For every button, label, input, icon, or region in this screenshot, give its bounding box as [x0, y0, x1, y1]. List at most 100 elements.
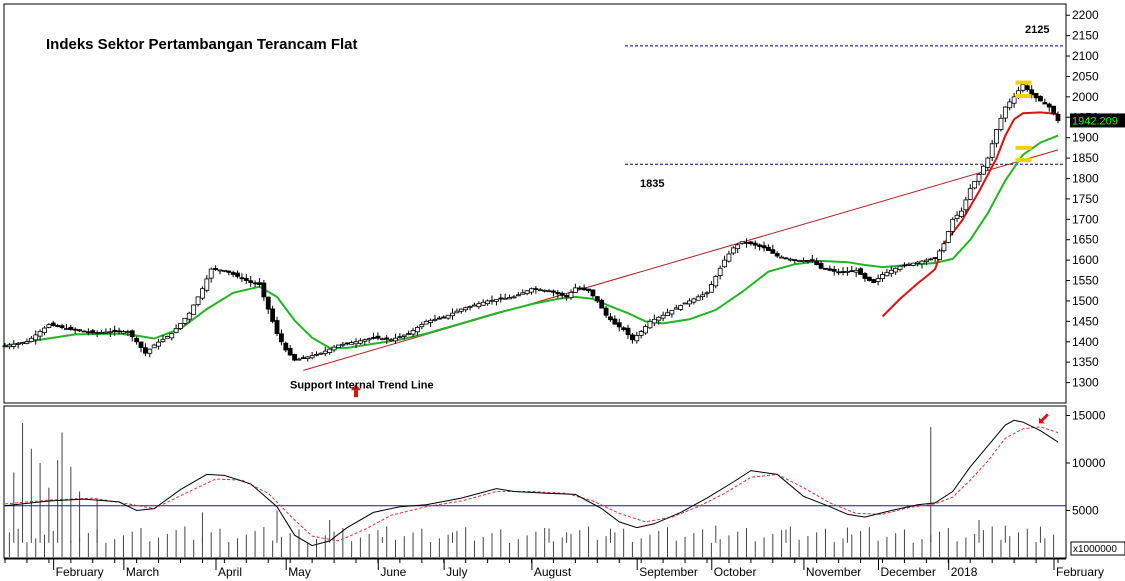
last-price-tag: [1070, 113, 1125, 128]
candle: [730, 247, 736, 254]
candle: [1024, 85, 1030, 91]
annotation-label: Support Internal Trend Line: [290, 380, 434, 392]
candle: [239, 277, 245, 280]
candle: [1020, 84, 1026, 91]
candle: [814, 260, 820, 266]
y-tick-label: 2150: [1072, 29, 1099, 43]
candle: [217, 269, 223, 272]
candle: [919, 260, 925, 265]
candle: [691, 298, 697, 303]
candle: [537, 289, 543, 292]
candle: [717, 267, 723, 277]
candle: [99, 331, 104, 334]
candle: [551, 290, 556, 293]
candle: [33, 334, 39, 341]
candle: [204, 278, 210, 291]
y-tick-label: 2100: [1072, 49, 1099, 63]
x-month-label: 2018: [951, 565, 978, 579]
y-tick-label: 2050: [1072, 69, 1099, 83]
candle: [638, 331, 644, 336]
candle: [621, 327, 627, 330]
candle: [744, 241, 749, 244]
candle: [243, 278, 249, 281]
candle: [976, 174, 982, 182]
candle: [235, 272, 240, 277]
candle: [827, 268, 833, 271]
candle: [432, 318, 438, 321]
y-tick-label: 1600: [1072, 253, 1099, 267]
candle: [853, 269, 859, 273]
candle: [107, 331, 113, 334]
candle: [257, 282, 262, 286]
candle: [1011, 96, 1017, 104]
candle: [761, 245, 767, 249]
y-tick-label: 2200: [1072, 8, 1099, 22]
x-month-label: June: [380, 565, 406, 579]
x-month-label: November: [806, 565, 861, 579]
candle: [884, 271, 890, 277]
candle: [20, 342, 25, 344]
candle: [967, 188, 973, 200]
candle: [419, 324, 425, 328]
candle: [28, 337, 34, 342]
candle: [708, 284, 714, 293]
candle: [191, 304, 197, 315]
candle: [871, 279, 877, 283]
candle: [1051, 105, 1057, 115]
candle: [11, 343, 17, 347]
candle: [647, 320, 653, 329]
candle: [950, 218, 956, 232]
candle: [906, 263, 912, 266]
unit-label-box: [1070, 541, 1125, 556]
signal-line: [4, 426, 1059, 542]
y-tick-label: 1650: [1072, 233, 1099, 247]
candle: [314, 353, 319, 356]
candle: [1033, 92, 1039, 99]
candle: [572, 287, 578, 293]
candle: [178, 322, 183, 329]
candle: [379, 338, 385, 341]
candle: [787, 258, 793, 261]
candle: [893, 267, 899, 273]
candle: [981, 165, 986, 175]
candle: [739, 241, 745, 244]
candle: [384, 337, 390, 340]
candle: [467, 305, 473, 308]
candle: [1038, 95, 1043, 102]
candle: [594, 296, 600, 302]
candle: [393, 337, 398, 342]
candle: [441, 316, 447, 319]
candle: [103, 331, 109, 334]
support-arrow: [351, 384, 361, 398]
candle: [283, 342, 289, 351]
candle: [476, 303, 482, 308]
candle: [336, 344, 341, 349]
x-month-label: July: [446, 565, 467, 579]
candle: [248, 280, 254, 283]
candle: [660, 314, 666, 319]
candle: [923, 259, 929, 263]
x-month-label: February: [1056, 565, 1104, 579]
candle: [68, 326, 74, 330]
candle: [858, 268, 863, 275]
candle: [634, 335, 640, 342]
candle: [581, 287, 587, 291]
candle: [836, 271, 842, 274]
candle: [726, 253, 732, 262]
candle: [480, 301, 486, 306]
candle: [375, 335, 381, 339]
candle: [472, 304, 477, 307]
last-price-label: 1942.209: [1072, 115, 1118, 127]
candle: [489, 299, 495, 302]
candle: [401, 334, 407, 337]
candle: [265, 296, 271, 310]
candle: [937, 250, 942, 260]
candle: [928, 258, 934, 261]
candle: [230, 272, 236, 275]
candle: [195, 296, 201, 306]
candle: [748, 241, 754, 245]
candle: [327, 348, 333, 353]
candle: [221, 269, 227, 272]
candle: [423, 320, 429, 325]
candle: [542, 289, 548, 292]
